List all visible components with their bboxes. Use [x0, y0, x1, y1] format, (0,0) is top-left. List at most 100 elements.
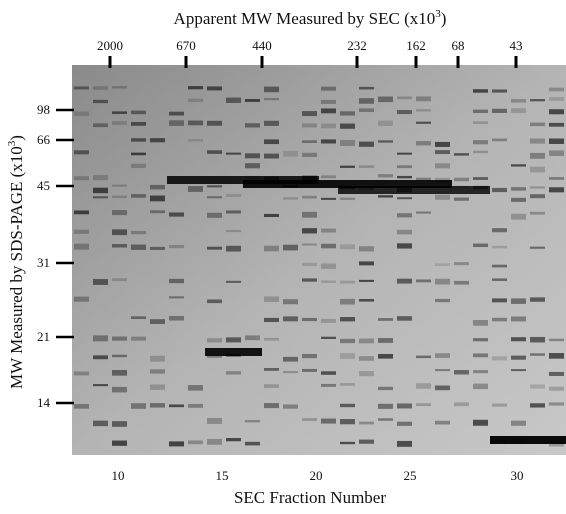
gel-band	[264, 296, 279, 302]
gel-band	[150, 384, 165, 390]
top-tick-label: 670	[176, 38, 196, 53]
gel-band	[169, 212, 184, 217]
gel-band	[226, 280, 241, 283]
left-tick-label: 66	[37, 132, 51, 147]
gel-band	[131, 122, 146, 126]
gel-band	[378, 174, 393, 178]
gel-band	[511, 187, 526, 191]
gel-band	[245, 163, 260, 169]
gel-band	[207, 355, 222, 358]
gel-band	[112, 184, 127, 187]
gel-band	[169, 111, 184, 116]
gel-band	[131, 163, 146, 168]
gel-background	[72, 65, 566, 455]
gel-band	[416, 211, 431, 214]
gel-band	[169, 441, 184, 447]
gel-band	[340, 317, 355, 322]
gel-band	[378, 403, 393, 409]
gel-band	[264, 86, 279, 93]
gel-band	[188, 120, 203, 126]
gel-band	[454, 370, 469, 375]
gel-band	[93, 196, 108, 199]
gel-band	[264, 403, 279, 409]
gel-band	[207, 246, 222, 250]
gel-band	[416, 355, 431, 359]
gel-band	[321, 197, 336, 200]
gel-band	[454, 262, 469, 266]
left-tick-label: 21	[37, 329, 50, 344]
gel-band	[321, 371, 336, 375]
gel-band	[207, 438, 222, 445]
gel-band	[549, 150, 564, 156]
gel-band	[435, 353, 450, 358]
gel-band	[207, 150, 222, 154]
gel-band	[245, 441, 260, 446]
gel-band	[435, 141, 450, 147]
gel-band	[378, 318, 393, 321]
gel-band	[397, 165, 412, 169]
gel-band	[359, 261, 374, 266]
gel-band	[340, 403, 355, 408]
gel-band	[530, 297, 545, 302]
gel-band	[169, 316, 184, 321]
gel-band	[511, 164, 526, 167]
gel-band	[473, 370, 488, 374]
gel-band	[473, 243, 488, 248]
gel-band	[302, 195, 317, 199]
gel-band	[435, 263, 450, 266]
gel-band	[283, 299, 298, 305]
gel-band	[549, 386, 564, 391]
top-tick-label: 440	[252, 38, 272, 53]
gel-band	[359, 98, 374, 104]
gel-band	[188, 403, 203, 408]
gel-band	[530, 403, 545, 408]
gel-band	[169, 120, 184, 126]
gel-band	[283, 244, 298, 251]
gel-band	[226, 337, 241, 343]
gel-band	[397, 243, 412, 249]
gel-band	[340, 165, 355, 168]
gel-band	[549, 353, 564, 359]
gel-band	[492, 298, 507, 303]
gel-band	[340, 280, 355, 284]
gel-band	[511, 369, 526, 372]
gel-band	[245, 99, 260, 102]
gel-band	[549, 122, 564, 127]
gel-band	[511, 316, 526, 322]
gel-band	[340, 111, 355, 116]
gel-band	[302, 111, 317, 117]
gel-band	[473, 121, 488, 124]
gel-band	[302, 368, 317, 372]
gel-band	[492, 138, 507, 142]
gel-band	[359, 338, 374, 344]
gel-band	[435, 420, 450, 425]
gel-band	[150, 403, 165, 408]
gel-band	[340, 197, 355, 200]
gel-band	[245, 420, 260, 423]
gel-band	[549, 187, 564, 193]
gel-band	[302, 228, 317, 234]
top-tick-label: 2000	[97, 38, 123, 53]
gel-band	[378, 353, 393, 359]
gel-band	[416, 109, 431, 112]
gel-band	[112, 229, 127, 236]
gel-band	[511, 298, 526, 304]
gel-band	[492, 228, 507, 233]
gel-band	[112, 421, 127, 427]
gel-band	[435, 194, 450, 200]
gel-band	[530, 336, 545, 343]
gel-band	[93, 279, 108, 285]
top-tick-label: 162	[406, 38, 426, 53]
gel-band	[397, 403, 412, 409]
gel-band	[340, 419, 355, 425]
gel-band	[473, 109, 488, 114]
gel-band	[150, 319, 165, 324]
gel-band	[226, 245, 241, 252]
gel-band	[549, 402, 564, 406]
gel-band	[150, 195, 165, 202]
gel-band	[74, 243, 89, 250]
gel-band	[340, 244, 355, 250]
gel-band	[264, 120, 279, 126]
gel-band	[112, 440, 127, 446]
top-tick-label: 232	[347, 38, 367, 53]
